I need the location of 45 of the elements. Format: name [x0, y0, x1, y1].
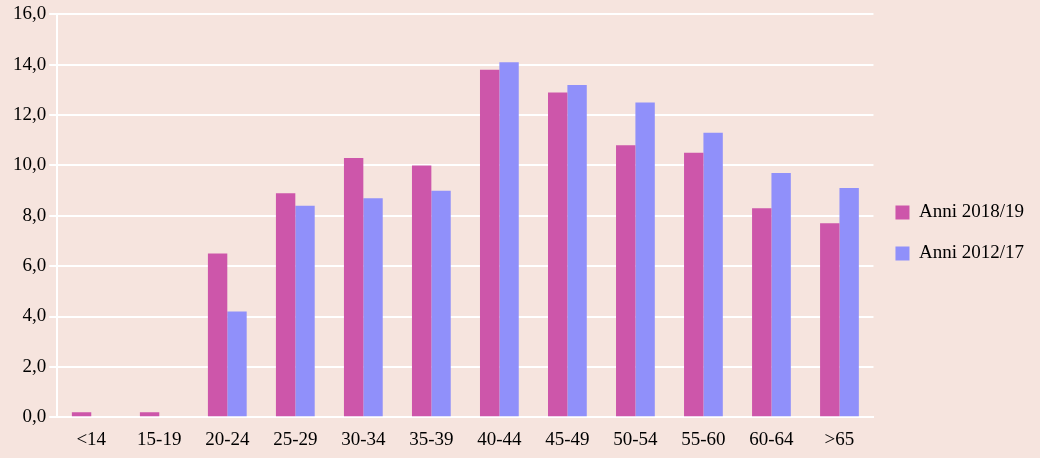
y-tick-label: 6,0 — [22, 254, 47, 276]
x-tick-label: 30-34 — [341, 427, 386, 449]
x-tick-label: 50-54 — [613, 427, 659, 449]
y-tick-label: 12,0 — [13, 103, 47, 125]
bar — [820, 223, 840, 417]
x-tick-label: 25-29 — [273, 427, 318, 449]
x-tick-label: 60-64 — [749, 427, 795, 449]
y-tick-label: 14,0 — [13, 52, 47, 74]
bar — [479, 69, 500, 417]
bar — [567, 84, 587, 417]
y-tick-label: 0,0 — [22, 405, 47, 427]
legend-label: Anni 2018/19 — [918, 200, 1024, 222]
bar — [207, 253, 228, 417]
y-tick-label: 2,0 — [22, 354, 47, 376]
y-tick-label: 8,0 — [22, 203, 47, 225]
bar — [71, 412, 92, 417]
y-tick-label: 10,0 — [13, 153, 47, 175]
x-tick-label: 45-49 — [545, 427, 590, 449]
legend-label: Anni 2012/17 — [918, 241, 1024, 263]
x-tick-label: 15-19 — [137, 427, 182, 449]
bar — [411, 165, 432, 417]
bar — [703, 132, 723, 417]
bar — [343, 157, 364, 417]
bar — [275, 193, 296, 417]
bar — [616, 145, 636, 417]
x-tick-label: 55-60 — [681, 427, 726, 449]
y-tick-label: 16,0 — [13, 2, 47, 24]
x-tick-label: 40-44 — [477, 427, 523, 449]
x-tick-label: >65 — [824, 427, 855, 449]
bar — [499, 62, 519, 417]
bar — [548, 92, 568, 417]
x-tick-label: 20-24 — [205, 427, 250, 449]
bar — [839, 188, 859, 417]
bar — [431, 190, 451, 417]
bar — [139, 412, 160, 417]
bar — [752, 208, 772, 417]
bar — [363, 198, 383, 417]
bar — [684, 152, 704, 417]
bar — [227, 311, 247, 417]
x-tick-label: <14 — [76, 427, 107, 449]
bar — [771, 173, 791, 417]
x-tick-label: 35-39 — [409, 427, 454, 449]
bar — [635, 102, 655, 417]
bar — [295, 205, 315, 417]
y-tick-label: 4,0 — [22, 304, 47, 326]
